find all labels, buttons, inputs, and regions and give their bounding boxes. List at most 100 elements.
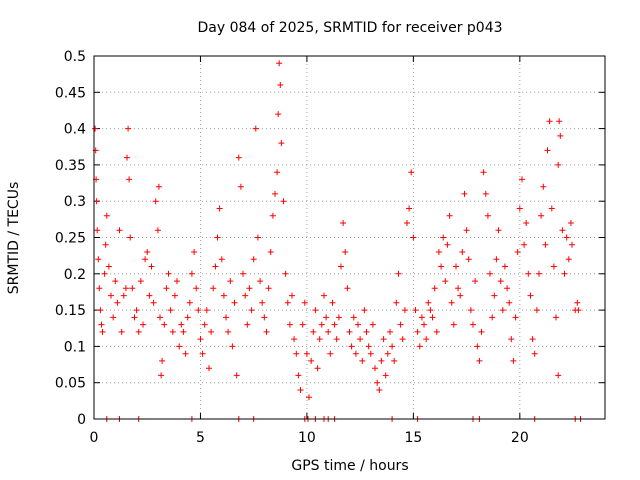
data-point: [361, 307, 368, 314]
data-point: [431, 285, 438, 292]
data-point: [259, 299, 266, 306]
data-point: [474, 343, 481, 350]
data-point: [120, 292, 127, 299]
data-point: [210, 285, 217, 292]
data-point: [548, 205, 555, 212]
data-point: [553, 314, 559, 321]
data-point: [297, 387, 304, 393]
data-point: [484, 212, 491, 219]
y-tick-label: 0.2: [64, 267, 86, 283]
data-point: [482, 190, 489, 197]
data-point: [506, 299, 513, 306]
data-point: [108, 292, 114, 299]
data-point: [110, 314, 117, 321]
data-point: [329, 299, 336, 306]
data-point: [546, 118, 553, 125]
data-point: [126, 176, 133, 183]
data-point: [519, 176, 525, 183]
data-point: [246, 285, 253, 292]
data-point: [306, 394, 312, 401]
data-point: [559, 227, 566, 234]
data-point: [263, 328, 270, 335]
data-point: [472, 278, 479, 285]
data-point: [284, 299, 291, 306]
data-point: [206, 365, 212, 372]
data-point: [480, 169, 487, 176]
data-point: [540, 183, 547, 190]
data-point: [350, 314, 357, 321]
data-point: [491, 292, 498, 299]
data-point: [252, 125, 259, 132]
x-tick-label: 15: [404, 430, 422, 446]
data-point: [501, 263, 508, 270]
data-point: [461, 190, 468, 197]
data-point: [465, 256, 472, 263]
data-point: [244, 321, 251, 328]
data-point: [399, 336, 406, 343]
data-point: [180, 328, 187, 335]
data-point: [435, 249, 442, 255]
data-point: [301, 299, 308, 306]
data-point: [275, 111, 282, 118]
data-point: [272, 190, 278, 197]
data-point: [470, 321, 476, 328]
data-point: [533, 307, 540, 314]
data-point: [277, 82, 284, 88]
data-point: [433, 328, 440, 335]
data-point: [152, 198, 159, 205]
data-point: [233, 372, 240, 379]
data-point: [223, 314, 229, 321]
data-point: [418, 314, 425, 321]
data-point: [135, 328, 142, 335]
y-tick-label: 0.05: [55, 376, 86, 392]
data-point: [165, 270, 172, 277]
x-tick-label: 0: [90, 430, 99, 446]
data-point: [393, 299, 400, 306]
data-point: [427, 307, 434, 314]
data-point: [144, 249, 151, 255]
data-point: [291, 336, 298, 343]
data-point: [237, 183, 244, 190]
data-point: [342, 249, 349, 255]
data-point: [150, 299, 157, 306]
x-tick-label: 20: [511, 430, 529, 446]
data-point: [346, 328, 353, 335]
data-point: [125, 125, 132, 132]
data-point: [504, 285, 511, 292]
data-point: [201, 321, 208, 328]
data-point: [282, 270, 289, 277]
data-point: [529, 336, 536, 343]
y-tick-label: 0.4: [64, 122, 86, 138]
data-point: [295, 372, 302, 379]
data-point: [557, 132, 564, 139]
y-tick-label: 0.1: [64, 339, 86, 355]
data-point: [423, 336, 430, 343]
data-point: [382, 372, 389, 379]
data-point: [197, 336, 204, 343]
data-point: [254, 234, 261, 241]
data-point: [438, 263, 445, 270]
data-point: [410, 234, 417, 241]
data-point: [323, 314, 330, 321]
x-axis-label: GPS time / hours: [291, 458, 408, 474]
data-point: [429, 314, 436, 321]
data-point: [376, 387, 383, 393]
data-point: [235, 154, 242, 161]
y-tick-label: 0.15: [55, 303, 86, 319]
data-point: [274, 169, 281, 176]
y-tick-label: 0.5: [64, 49, 86, 65]
data-point: [525, 270, 532, 277]
data-point: [178, 321, 185, 328]
data-point: [372, 365, 378, 372]
data-point: [218, 256, 225, 263]
data-point: [227, 278, 234, 285]
data-point: [124, 154, 130, 161]
data-point: [131, 314, 138, 321]
data-point: [444, 241, 451, 248]
data-point: [276, 60, 283, 67]
data-point: [555, 372, 562, 379]
data-point: [193, 285, 200, 292]
data-point: [359, 357, 366, 364]
data-point: [442, 278, 449, 285]
data-point: [536, 270, 542, 277]
